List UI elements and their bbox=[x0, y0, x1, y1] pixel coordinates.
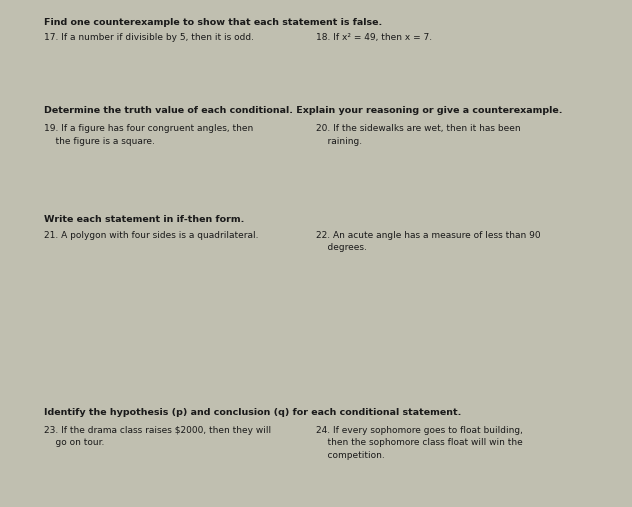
Text: 23. If the drama class raises $2000, then they will
    go on tour.: 23. If the drama class raises $2000, the… bbox=[44, 426, 271, 447]
Text: 22. An acute angle has a measure of less than 90
    degrees.: 22. An acute angle has a measure of less… bbox=[316, 231, 540, 252]
Text: Determine the truth value of each conditional. Explain your reasoning or give a : Determine the truth value of each condit… bbox=[44, 106, 562, 116]
Text: 17. If a number if divisible by 5, then it is odd.: 17. If a number if divisible by 5, then … bbox=[44, 33, 254, 42]
Text: 21. A polygon with four sides is a quadrilateral.: 21. A polygon with four sides is a quadr… bbox=[44, 231, 258, 240]
Text: Identify the hypothesis (p) and conclusion (q) for each conditional statement.: Identify the hypothesis (p) and conclusi… bbox=[44, 408, 461, 417]
Text: 20. If the sidewalks are wet, then it has been
    raining.: 20. If the sidewalks are wet, then it ha… bbox=[316, 124, 521, 146]
Text: 19. If a figure has four congruent angles, then
    the figure is a square.: 19. If a figure has four congruent angle… bbox=[44, 124, 253, 146]
Text: 24. If every sophomore goes to float building,
    then the sophomore class floa: 24. If every sophomore goes to float bui… bbox=[316, 426, 523, 460]
Text: Write each statement in if-then form.: Write each statement in if-then form. bbox=[44, 215, 245, 225]
Text: 18. If x² = 49, then x = 7.: 18. If x² = 49, then x = 7. bbox=[316, 33, 432, 42]
Text: Find one counterexample to show that each statement is false.: Find one counterexample to show that eac… bbox=[44, 18, 382, 27]
